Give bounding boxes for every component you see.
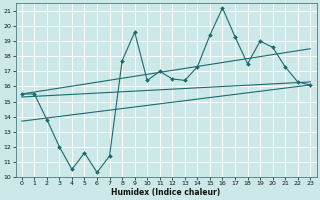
X-axis label: Humidex (Indice chaleur): Humidex (Indice chaleur) — [111, 188, 221, 197]
